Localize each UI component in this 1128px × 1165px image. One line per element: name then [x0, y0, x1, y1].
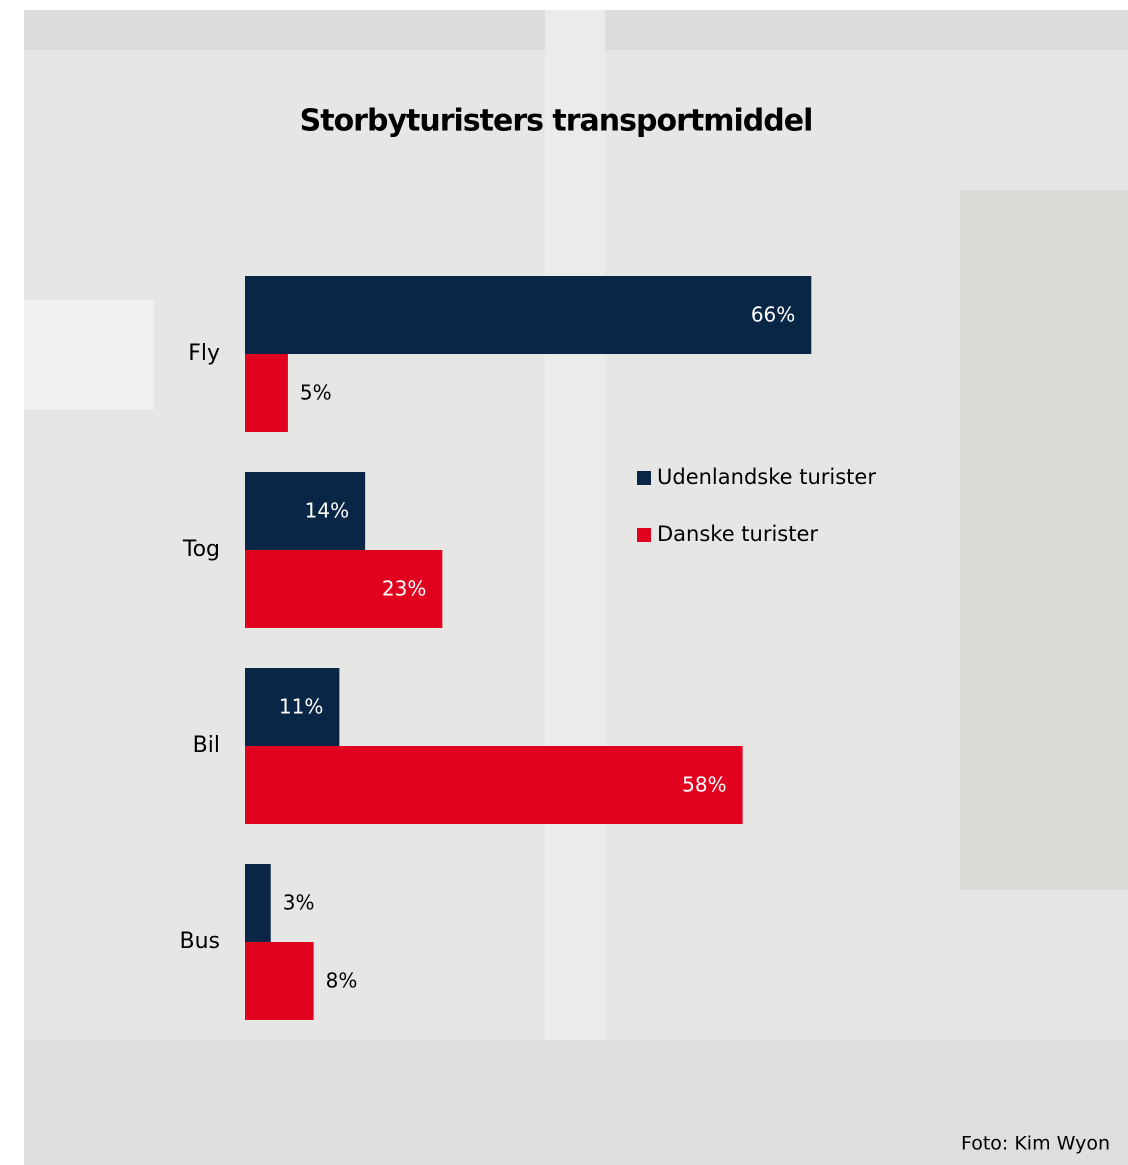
category-label: Tog — [182, 537, 220, 562]
photo-credit: Foto: Kim Wyon — [961, 1133, 1110, 1155]
bar — [245, 550, 443, 628]
value-label: 58% — [682, 773, 726, 797]
value-label: 11% — [279, 695, 323, 719]
value-label: 23% — [382, 577, 426, 601]
value-label: 3% — [283, 891, 315, 915]
legend-label: Danske turister — [657, 522, 818, 546]
bar — [245, 354, 288, 432]
value-label: 66% — [751, 303, 795, 327]
bar — [245, 864, 271, 942]
category-label: Fly — [188, 341, 220, 366]
value-label: 14% — [305, 499, 349, 523]
category-label: Bil — [193, 733, 220, 758]
category-label: Bus — [180, 929, 221, 954]
legend-swatch — [637, 528, 651, 542]
photo-detail — [545, 10, 605, 1165]
bar — [245, 276, 812, 354]
legend-swatch — [637, 471, 651, 485]
photo-detail — [24, 1040, 1128, 1165]
photo-detail — [960, 190, 1128, 890]
bar — [245, 668, 340, 746]
value-label: 5% — [300, 381, 332, 405]
value-label: 8% — [326, 969, 358, 993]
photo-detail — [24, 300, 154, 410]
bar — [245, 942, 314, 1020]
bar — [245, 746, 743, 824]
chart-title: Storbyturisters transportmiddel — [300, 104, 813, 139]
bar — [245, 472, 366, 550]
legend-label: Udenlandske turister — [657, 465, 876, 489]
